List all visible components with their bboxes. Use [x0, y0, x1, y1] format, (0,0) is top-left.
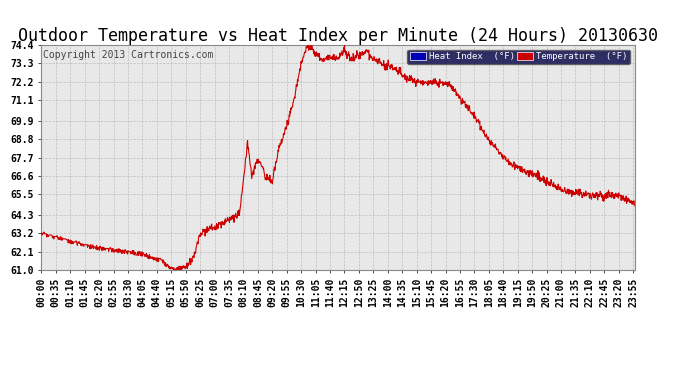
Text: Copyright 2013 Cartronics.com: Copyright 2013 Cartronics.com	[43, 50, 213, 60]
Legend: Heat Index  (°F), Temperature  (°F): Heat Index (°F), Temperature (°F)	[407, 50, 630, 64]
Title: Outdoor Temperature vs Heat Index per Minute (24 Hours) 20130630: Outdoor Temperature vs Heat Index per Mi…	[18, 27, 658, 45]
